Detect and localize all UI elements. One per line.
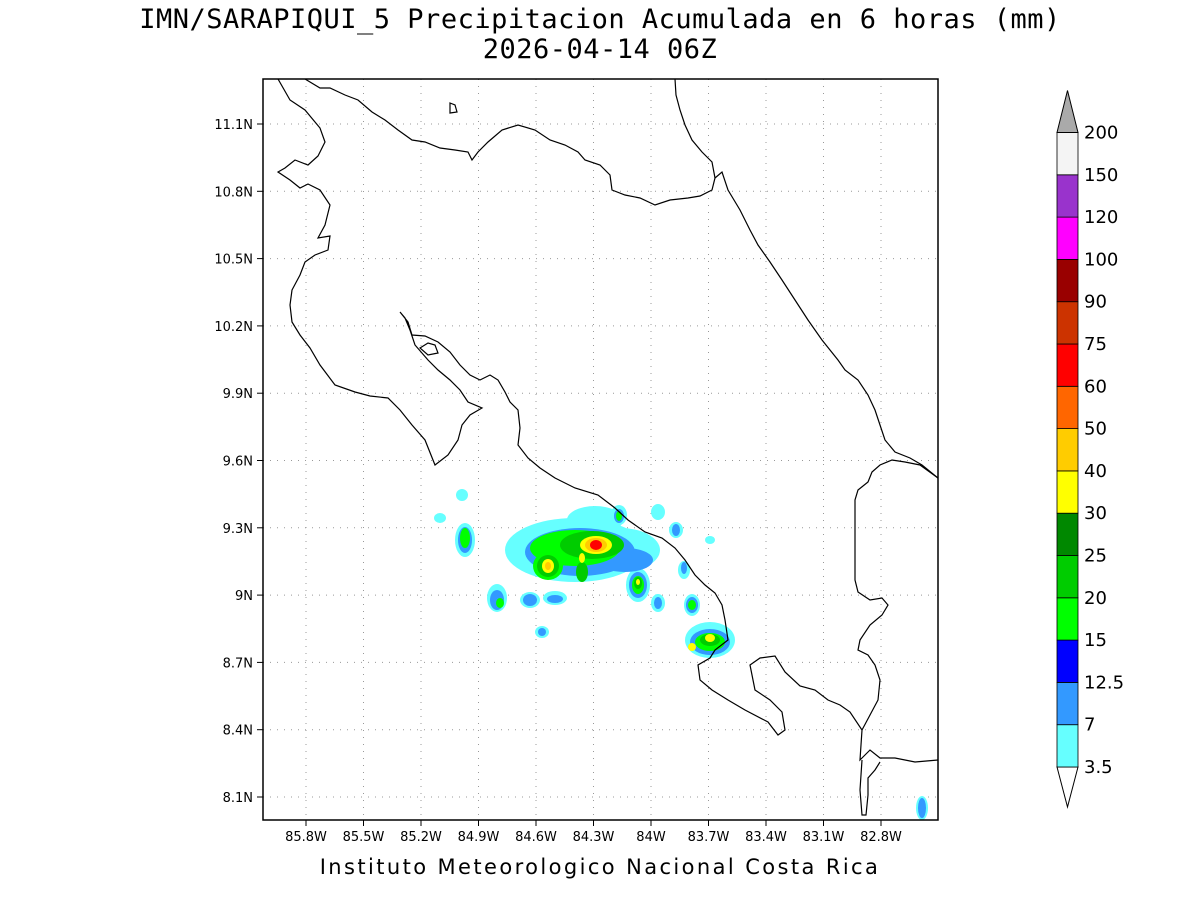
colorbar-bin bbox=[1056, 470, 1079, 514]
lon-tick-label: 82.8W bbox=[860, 830, 902, 845]
colorbar-level-label: 12.5 bbox=[1084, 672, 1124, 693]
map-title: IMN/SARAPIQUI_5 Precipitacion Acumulada … bbox=[139, 4, 1061, 35]
colorbar-bin bbox=[1056, 597, 1079, 641]
colorbar-level-label: 25 bbox=[1084, 546, 1107, 567]
colorbar-bin bbox=[1056, 174, 1079, 218]
longitude-axis: 85.8W 85.5W 85.2W 84.9W 84.6W 84.3W 84W 83.7W 83… bbox=[285, 820, 902, 845]
lat-tick-label: 8.1N bbox=[223, 791, 253, 806]
colorbar-level-label: 3.5 bbox=[1084, 757, 1113, 778]
lon-tick-label: 83.1W bbox=[803, 830, 845, 845]
colorbar-level-label: 100 bbox=[1084, 249, 1118, 270]
latitude-axis: 11.1N 10.8N 10.5N 10.2N 9.9N 9.6N 9.3N 9N 8.7N 8.… bbox=[214, 118, 263, 806]
lat-tick-label: 10.8N bbox=[214, 185, 253, 200]
lon-tick-label: 84.6W bbox=[515, 830, 557, 845]
lat-tick-label: 9.6N bbox=[223, 455, 253, 470]
colorbar-bin bbox=[1056, 682, 1079, 726]
lat-tick-label: 10.5N bbox=[214, 253, 253, 268]
colorbar: 3.5 7 12.5 15 20 25 30 40 50 60 75 90 100 120 150 200 bbox=[1056, 90, 1124, 809]
colorbar-level-label: 30 bbox=[1084, 503, 1107, 524]
lat-tick-label: 9.3N bbox=[223, 522, 253, 537]
colorbar-level-label: 20 bbox=[1084, 588, 1107, 609]
colorbar-bin bbox=[1056, 724, 1079, 768]
lat-tick-label: 8.7N bbox=[223, 656, 253, 671]
lon-tick-label: 84W bbox=[636, 830, 666, 845]
colorbar-bin bbox=[1056, 428, 1079, 472]
graticule bbox=[263, 79, 938, 820]
lat-tick-label: 8.4N bbox=[223, 724, 253, 739]
colorbar-high-arrow bbox=[1056, 90, 1079, 133]
lon-tick-label: 83.7W bbox=[688, 830, 730, 845]
map-frame bbox=[262, 78, 939, 821]
colorbar-bin bbox=[1056, 301, 1079, 345]
map-datetime: 2026-04-14 06Z bbox=[482, 34, 718, 65]
lon-tick-label: 85.8W bbox=[285, 830, 327, 845]
colorbar-bin bbox=[1056, 258, 1079, 303]
colorbar-level-label: 7 bbox=[1084, 715, 1095, 736]
lon-tick-label: 84.3W bbox=[573, 830, 615, 845]
colorbar-bin bbox=[1056, 343, 1079, 387]
colorbar-level-label: 50 bbox=[1084, 419, 1107, 440]
coastlines bbox=[276, 79, 938, 816]
colorbar-bin bbox=[1056, 132, 1079, 176]
colorbar-bin bbox=[1056, 639, 1079, 683]
lat-tick-label: 9.9N bbox=[223, 387, 253, 402]
colorbar-level-label: 120 bbox=[1084, 207, 1118, 228]
lon-tick-label: 85.2W bbox=[400, 830, 442, 845]
colorbar-level-label: 60 bbox=[1084, 376, 1107, 397]
colorbar-level-label: 40 bbox=[1084, 461, 1107, 482]
precip-field bbox=[434, 489, 928, 820]
colorbar-low-arrow bbox=[1056, 766, 1079, 809]
colorbar-level-label: 90 bbox=[1084, 292, 1107, 313]
colorbar-bin bbox=[1056, 385, 1079, 429]
lon-tick-label: 85.5W bbox=[343, 830, 385, 845]
lon-tick-label: 84.9W bbox=[458, 830, 500, 845]
lat-tick-label: 10.2N bbox=[214, 320, 253, 335]
colorbar-level-label: 200 bbox=[1084, 123, 1118, 144]
colorbar-level-label: 150 bbox=[1084, 165, 1118, 186]
lat-tick-label: 11.1N bbox=[214, 118, 253, 133]
credit-text: Instituto Meteorologico Nacional Costa R… bbox=[319, 855, 881, 879]
colorbar-bin bbox=[1056, 555, 1079, 599]
lat-tick-label: 9N bbox=[235, 589, 253, 604]
colorbar-level-label: 15 bbox=[1084, 630, 1107, 651]
colorbar-bin bbox=[1056, 512, 1079, 556]
colorbar-level-label: 75 bbox=[1084, 334, 1107, 355]
colorbar-bin bbox=[1056, 216, 1079, 260]
lon-tick-label: 83.4W bbox=[745, 830, 787, 845]
